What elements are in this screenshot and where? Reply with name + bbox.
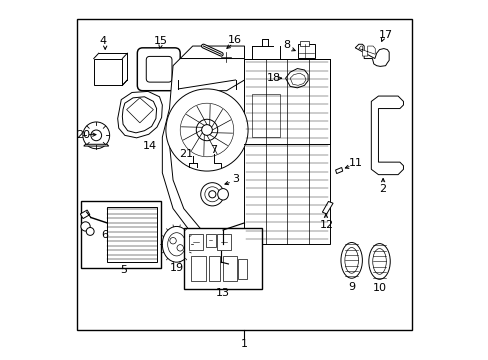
Ellipse shape: [167, 233, 185, 256]
Bar: [299, 41, 308, 46]
Polygon shape: [335, 167, 342, 174]
Polygon shape: [83, 144, 108, 146]
Circle shape: [220, 52, 230, 62]
Polygon shape: [126, 98, 153, 123]
Ellipse shape: [217, 189, 228, 200]
Bar: [244, 59, 329, 244]
Circle shape: [196, 119, 217, 141]
FancyBboxPatch shape: [146, 57, 172, 82]
Text: 6: 6: [101, 230, 108, 240]
Circle shape: [201, 125, 212, 135]
Text: 18: 18: [266, 73, 280, 83]
Text: 20: 20: [76, 130, 90, 140]
Polygon shape: [122, 97, 156, 133]
Circle shape: [165, 89, 247, 171]
Ellipse shape: [340, 243, 362, 278]
Circle shape: [169, 238, 176, 244]
Text: 4: 4: [100, 36, 107, 46]
Text: 15: 15: [153, 36, 167, 46]
FancyBboxPatch shape: [137, 48, 180, 91]
Ellipse shape: [162, 226, 190, 262]
Circle shape: [86, 228, 94, 235]
Circle shape: [91, 130, 102, 141]
Circle shape: [208, 191, 216, 198]
Text: 17: 17: [378, 30, 392, 40]
Text: 13: 13: [216, 288, 229, 298]
Circle shape: [81, 222, 90, 231]
Text: 2: 2: [379, 184, 386, 194]
Text: 16: 16: [227, 35, 242, 45]
Polygon shape: [162, 59, 244, 251]
Bar: [298, 44, 315, 58]
Text: 9: 9: [347, 282, 354, 292]
Polygon shape: [94, 59, 122, 85]
Bar: [208, 256, 220, 281]
Bar: [217, 234, 230, 249]
Polygon shape: [285, 68, 307, 88]
Polygon shape: [180, 46, 244, 59]
Text: 21: 21: [179, 149, 193, 159]
Bar: [223, 256, 236, 281]
Polygon shape: [322, 202, 332, 214]
Text: 1: 1: [241, 339, 247, 349]
Text: 3: 3: [231, 174, 238, 184]
Polygon shape: [118, 91, 162, 138]
Text: 10: 10: [372, 283, 386, 293]
Bar: [189, 234, 203, 249]
Bar: [251, 94, 280, 137]
Ellipse shape: [204, 187, 220, 202]
Bar: [183, 228, 262, 289]
Polygon shape: [354, 44, 388, 66]
Ellipse shape: [372, 249, 386, 274]
Bar: [80, 210, 90, 219]
Bar: [77, 19, 411, 330]
Bar: [81, 202, 161, 267]
Bar: [205, 234, 216, 247]
Bar: [107, 207, 157, 262]
Text: 11: 11: [348, 158, 362, 168]
Text: 19: 19: [169, 262, 183, 273]
Ellipse shape: [201, 183, 224, 206]
Text: 7: 7: [210, 145, 217, 155]
Ellipse shape: [82, 122, 109, 149]
Ellipse shape: [344, 248, 358, 273]
Text: 5: 5: [121, 265, 127, 275]
Text: 14: 14: [142, 141, 157, 152]
Bar: [238, 258, 246, 279]
Circle shape: [180, 103, 233, 157]
Circle shape: [177, 245, 183, 251]
Bar: [190, 256, 205, 281]
Ellipse shape: [368, 244, 389, 279]
Polygon shape: [358, 46, 374, 56]
Text: 8: 8: [283, 40, 289, 50]
Polygon shape: [370, 96, 403, 175]
Text: 12: 12: [320, 220, 334, 230]
Polygon shape: [290, 73, 305, 85]
